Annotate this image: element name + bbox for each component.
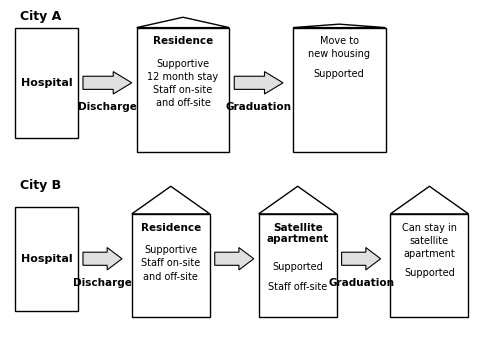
Text: Satellite
apartment: Satellite apartment (266, 223, 329, 244)
Polygon shape (215, 248, 254, 270)
Text: Supportive: Supportive (157, 59, 209, 69)
Text: Can stay in: Can stay in (402, 223, 457, 233)
Text: Supportive: Supportive (144, 245, 197, 255)
Text: 12 month stay: 12 month stay (147, 72, 219, 82)
Text: Staff on-site: Staff on-site (153, 85, 213, 95)
Polygon shape (83, 248, 122, 270)
Bar (15, 207, 78, 310)
Text: Move to: Move to (320, 36, 359, 46)
Polygon shape (342, 248, 381, 270)
Text: City B: City B (20, 179, 61, 193)
Polygon shape (390, 186, 468, 214)
Text: and off-site: and off-site (156, 98, 210, 108)
Text: City A: City A (20, 10, 61, 23)
Text: Hospital: Hospital (20, 78, 72, 88)
Text: Staff off-site: Staff off-site (268, 282, 327, 292)
Bar (15, 28, 78, 138)
Polygon shape (132, 186, 210, 214)
Bar (259, 214, 337, 317)
Text: Staff on-site: Staff on-site (141, 258, 201, 268)
Text: Residence: Residence (153, 36, 213, 46)
Polygon shape (259, 186, 337, 214)
Text: Graduation: Graduation (225, 102, 292, 112)
Text: and off-site: and off-site (143, 272, 198, 282)
Bar (293, 28, 386, 152)
Polygon shape (83, 72, 132, 94)
Bar (390, 214, 468, 317)
Bar (132, 214, 210, 317)
Polygon shape (137, 17, 229, 28)
Bar (137, 28, 229, 152)
Text: Supported: Supported (272, 262, 323, 272)
Text: Supported: Supported (404, 268, 455, 278)
Text: Graduation: Graduation (328, 278, 394, 288)
Text: Supported: Supported (314, 69, 365, 79)
Text: Discharge: Discharge (78, 102, 137, 112)
Polygon shape (234, 72, 283, 94)
Text: Discharge: Discharge (73, 278, 132, 288)
Text: apartment: apartment (404, 249, 455, 259)
Text: satellite: satellite (410, 236, 449, 246)
Text: new housing: new housing (308, 49, 370, 59)
Polygon shape (293, 24, 386, 28)
Text: Residence: Residence (141, 223, 201, 233)
Text: Hospital: Hospital (20, 254, 72, 264)
